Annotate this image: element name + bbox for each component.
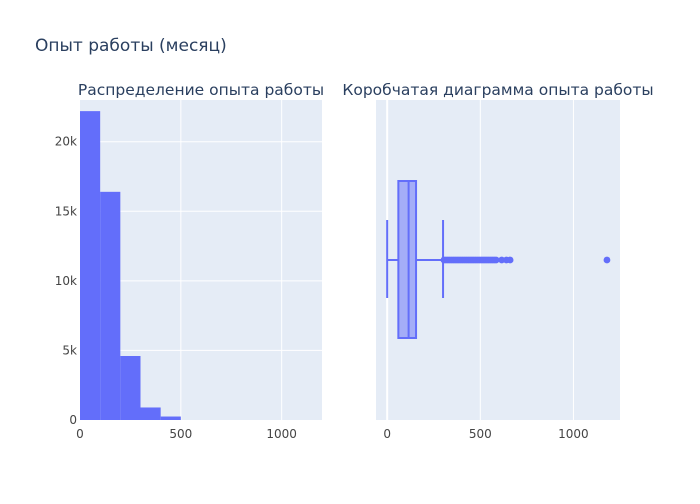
histogram-y-tick-label: 5k [62, 343, 77, 357]
box-outlier-point [498, 256, 506, 264]
histogram-y-tick-label: 10k [55, 274, 77, 288]
box-outlier-point [603, 256, 611, 264]
histogram-title: Распределение опыта работы [78, 81, 324, 99]
figure-title: Опыт работы (месяц) [35, 36, 227, 56]
histogram-ticks: 0 5k 10k 15k 20k 0 500 1000 [55, 135, 297, 441]
histogram-chart: 0 5k 10k 15k 20k 0 500 1000 Распределение опыта… [55, 81, 324, 441]
box-ticks: 0 500 1000 [383, 427, 588, 441]
histogram-bar [120, 356, 141, 420]
box-iqr [397, 180, 418, 339]
histogram-bar [160, 416, 181, 420]
histogram-x-tick-label: 1000 [266, 427, 297, 441]
histogram-x-tick-label: 500 [169, 427, 192, 441]
box-x-tick-label: 1000 [558, 427, 589, 441]
box-outlier-point [492, 256, 500, 264]
histogram-y-tick-label: 15k [55, 204, 77, 218]
box-marks [386, 180, 611, 339]
histogram-bars [80, 111, 181, 420]
histogram-bar [80, 111, 101, 420]
box-chart: 0 500 1000 Коробчатая диаграмма опыта рабо… [342, 81, 653, 441]
box-x-tick-label: 500 [469, 427, 492, 441]
histogram-bar [100, 191, 121, 420]
histogram-grid [80, 100, 322, 420]
box-x-tick-label: 0 [383, 427, 391, 441]
histogram-y-tick-label: 0 [69, 413, 77, 427]
histogram-bar [140, 407, 161, 420]
box-title: Коробчатая диаграмма опыта работы [342, 81, 653, 99]
box-outlier-point [506, 256, 514, 264]
histogram-y-tick-label: 20k [55, 135, 77, 149]
histogram-x-tick-label: 0 [76, 427, 84, 441]
